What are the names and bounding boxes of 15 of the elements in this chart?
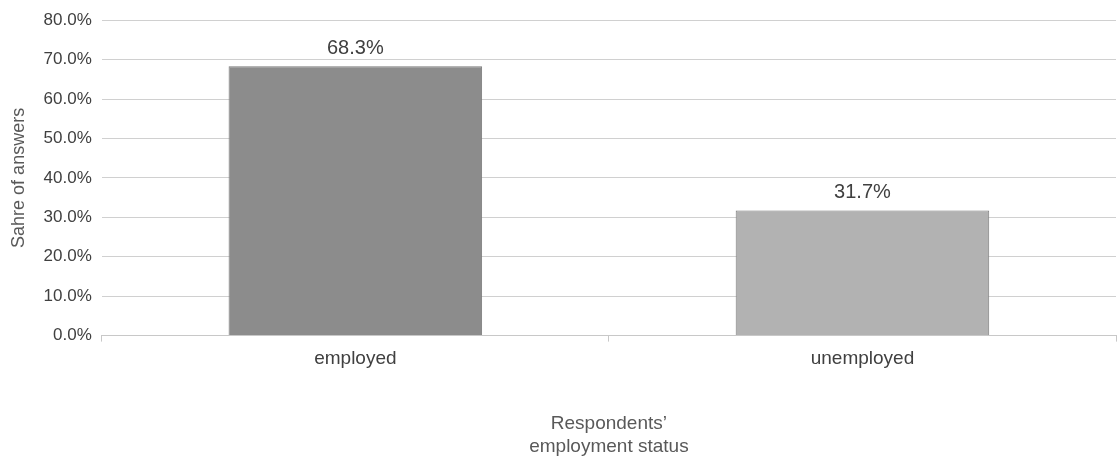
data-label: 31.7% <box>834 180 892 203</box>
y-axis-title: Sahre of answers <box>7 107 28 248</box>
y-tick-label: 10.0% <box>43 285 92 305</box>
x-axis-title: Respondents’ employment status <box>529 412 689 456</box>
y-tick-label: 80.0% <box>43 9 92 29</box>
y-tick-label: 40.0% <box>43 167 92 187</box>
y-tick-label: 0.0% <box>53 325 92 345</box>
y-tick-label: 60.0% <box>43 88 92 108</box>
y-tick-label: 50.0% <box>43 128 92 148</box>
x-tick-label: employed <box>314 347 397 369</box>
y-tick-label: 30.0% <box>43 207 92 227</box>
y-tick-label: 70.0% <box>43 49 92 69</box>
x-tick-label: unemployed <box>810 347 915 369</box>
y-tick-label: 20.0% <box>43 246 92 266</box>
data-label: 68.3% <box>326 35 384 58</box>
